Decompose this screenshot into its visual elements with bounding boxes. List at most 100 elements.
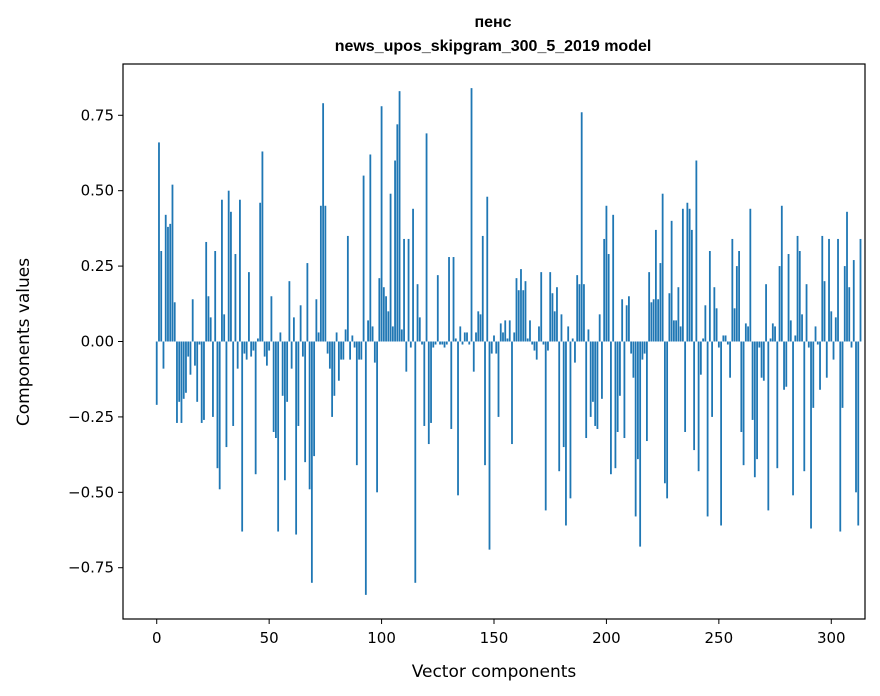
bar-217 <box>643 341 646 354</box>
bar-140 <box>470 88 473 342</box>
bar-263 <box>747 326 749 342</box>
bar-2 <box>160 251 163 342</box>
bar-187 <box>576 275 579 342</box>
bar-43 <box>252 341 255 351</box>
bar-295 <box>819 341 821 390</box>
bar-31 <box>225 341 228 448</box>
bar-8 <box>173 302 176 342</box>
x-tick-label: 50 <box>260 629 279 647</box>
x-tick-label: 200 <box>592 629 621 647</box>
bar-303 <box>837 238 839 342</box>
bar-231 <box>675 320 678 342</box>
bar-82 <box>340 341 342 360</box>
bar-170 <box>538 326 540 342</box>
bar-90 <box>358 341 360 360</box>
bar-296 <box>821 235 824 342</box>
bar-64 <box>299 305 302 342</box>
bar-181 <box>562 341 565 448</box>
bar-179 <box>558 341 561 472</box>
bar-311 <box>855 341 857 493</box>
bar-182 <box>565 341 567 526</box>
bar-276 <box>776 341 779 469</box>
bar-256 <box>731 238 734 342</box>
bar-51 <box>270 296 273 342</box>
bar-78 <box>331 341 334 417</box>
bar-17 <box>194 341 196 366</box>
bar-242 <box>699 341 702 375</box>
bar-50 <box>268 341 271 351</box>
bar-23 <box>207 296 210 342</box>
bar-221 <box>652 299 655 342</box>
bar-45 <box>257 338 259 342</box>
bar-104 <box>389 193 392 342</box>
bar-149 <box>490 341 493 354</box>
bar-229 <box>670 220 673 342</box>
bar-261 <box>742 341 745 466</box>
bars-group <box>155 88 862 595</box>
bar-280 <box>785 341 788 387</box>
bar-301 <box>832 341 835 360</box>
bar-133 <box>454 338 457 342</box>
bar-241 <box>697 341 700 472</box>
bar-18 <box>196 341 199 402</box>
bar-99 <box>378 278 381 342</box>
bar-169 <box>535 341 538 360</box>
bar-24 <box>209 317 212 342</box>
bar-260 <box>740 341 743 432</box>
bar-92 <box>362 175 365 342</box>
bar-188 <box>578 284 581 342</box>
bar-54 <box>277 341 280 532</box>
bar-56 <box>281 341 284 396</box>
bar-85 <box>346 235 349 342</box>
bar-255 <box>729 341 731 378</box>
bar-146 <box>484 341 486 466</box>
y-axis-label: Components values <box>14 258 34 426</box>
bar-163 <box>522 290 525 342</box>
bar-165 <box>526 338 529 342</box>
bar-76 <box>326 341 329 354</box>
bar-227 <box>666 341 669 499</box>
x-axis-ticks: 0 50 100 150 200 250 300 <box>152 619 846 647</box>
bar-308 <box>848 287 851 342</box>
bar-152 <box>497 341 500 417</box>
bar-125 <box>436 275 439 342</box>
bar-11 <box>180 341 183 423</box>
bar-273 <box>769 338 772 342</box>
bar-33 <box>230 211 232 342</box>
bar-108 <box>398 91 401 342</box>
bar-15 <box>189 341 192 375</box>
bar-47 <box>261 151 264 342</box>
bar-251 <box>720 341 722 526</box>
bar-37 <box>239 199 241 342</box>
bar-228 <box>668 293 671 342</box>
bar-63 <box>297 341 300 426</box>
y-tick-label: 0.00 <box>81 333 114 351</box>
bar-13 <box>185 341 187 393</box>
bar-69 <box>310 341 313 583</box>
bar-139 <box>468 341 471 345</box>
chart-subtitle: news_upos_skipgram_300_5_2019 model <box>335 38 652 55</box>
bar-180 <box>560 314 563 342</box>
bar-309 <box>850 341 853 348</box>
bar-130 <box>448 257 450 342</box>
bar-292 <box>812 341 815 408</box>
bar-206 <box>619 341 621 396</box>
bar-278 <box>780 205 783 342</box>
bar-270 <box>762 341 765 381</box>
bar-284 <box>794 335 797 342</box>
bar-97 <box>373 341 376 363</box>
bar-4 <box>164 214 167 342</box>
bar-132 <box>452 257 455 342</box>
bar-36 <box>236 341 239 369</box>
bar-102 <box>385 296 387 342</box>
bar-161 <box>517 290 520 342</box>
bar-66 <box>304 341 307 463</box>
bar-16 <box>191 299 194 342</box>
bar-257 <box>733 308 736 342</box>
bar-96 <box>371 326 374 342</box>
bar-259 <box>738 251 740 342</box>
bar-218 <box>646 341 648 442</box>
bar-222 <box>654 229 657 342</box>
bar-185 <box>571 338 574 342</box>
bar-238 <box>690 229 693 342</box>
